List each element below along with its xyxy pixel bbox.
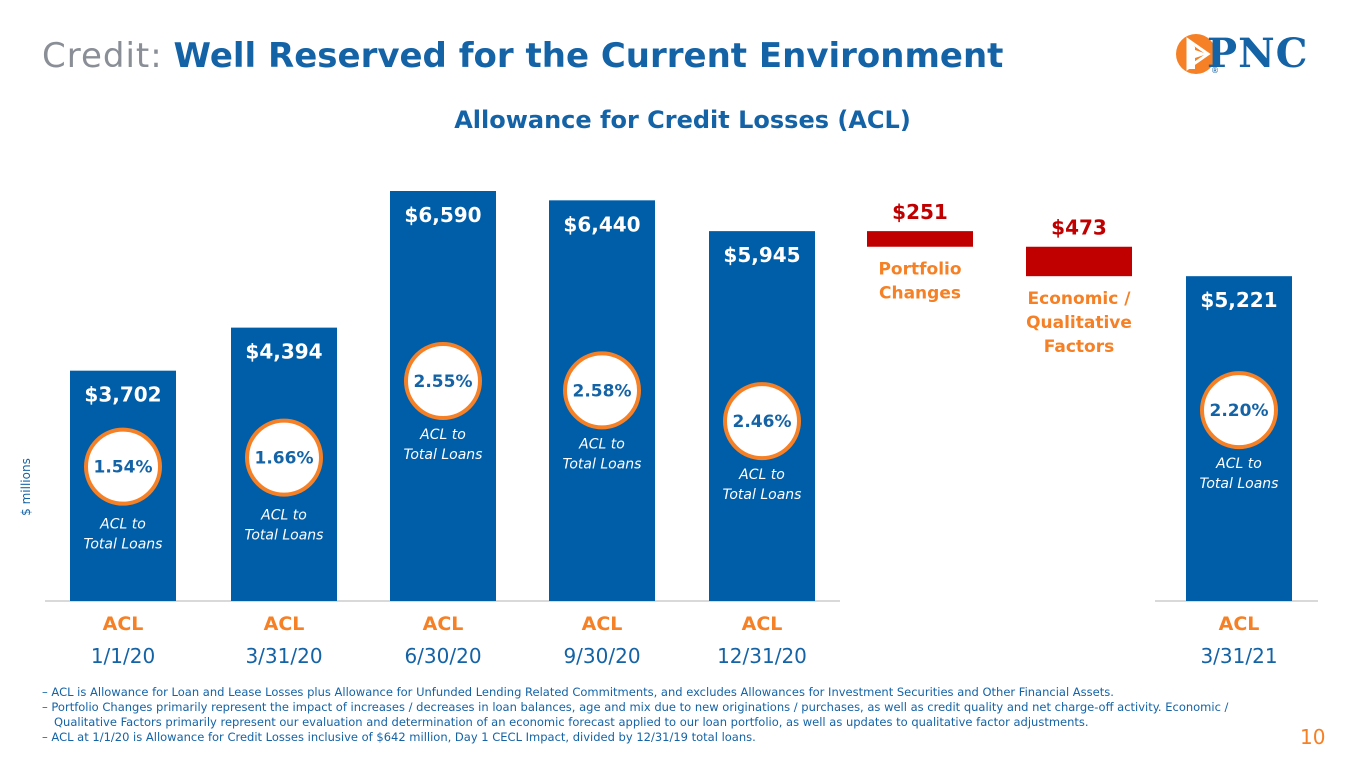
ratio-caption-7-1: Total Loans [1200,476,1279,492]
x-tick-date-1: 3/31/20 [245,644,322,668]
bar-value-label-2: $6,590 [404,203,481,227]
bar-value-label-0: $3,702 [84,383,161,407]
x-tick-label-1: ACL [264,613,305,635]
ratio-circle-3 [563,351,641,430]
x-tick-date-2: 6/30/20 [404,644,481,668]
footnote-3: – ACL at 1/1/20 is Allowance for Credit … [42,730,756,744]
ratio-circle-1 [245,418,323,497]
footnote-2: – Portfolio Changes primarily represent … [42,700,1229,729]
x-tick-date-7: 3/31/21 [1200,644,1277,668]
ratio-value-2: 2.55% [414,372,473,392]
bar-caption-6-2: Factors [1044,337,1114,357]
ratio-caption-0-1: Total Loans [84,537,163,553]
bar-caption-6-0: Economic / [1028,289,1132,309]
title-prefix: Credit: [42,36,163,76]
ratio-value-3: 2.58% [573,381,632,401]
ratio-caption-4-1: Total Loans [723,487,802,503]
bar-value-label-7: $5,221 [1200,288,1277,312]
y-axis-label: $ millions [19,458,33,516]
acl-waterfall-chart: $3,702 1.54% ACL to Total Loans $4,394 1.66% A… [45,191,1318,668]
title-main: Well Reserved for the Current Environmen… [173,36,1004,76]
bar-6 [1026,246,1132,277]
x-tick-label-2: ACL [423,613,464,635]
ratio-value-0: 1.54% [94,458,153,478]
ratio-circle-2 [404,342,482,420]
ratio-caption-1-1: Total Loans [245,528,324,544]
ratio-caption-2-1: Total Loans [404,447,483,463]
ratio-caption-4-0: ACL to [738,467,785,483]
x-tick-label-4: ACL [742,613,783,635]
x-tick-label-0: ACL [103,613,144,635]
x-tick-label-7: ACL [1219,613,1260,635]
ratio-value-1: 1.66% [255,449,314,469]
x-tick-date-0: 1/1/20 [91,644,155,668]
page-number: 10 [1300,725,1326,749]
x-tick-date-3: 9/30/20 [563,644,640,668]
footnotes: – ACL is Allowance for Loan and Lease Lo… [42,685,1282,745]
logo-registered-mark: ® [1211,66,1219,75]
pnc-logo-icon [1176,34,1216,74]
bar-value-label-6: $473 [1051,216,1107,240]
ratio-circle-4 [723,382,801,461]
ratio-caption-2-0: ACL to [419,427,466,443]
footnote-1: – ACL is Allowance for Loan and Lease Lo… [42,685,1114,699]
x-tick-date-4: 12/31/20 [717,644,807,668]
ratio-value-7: 2.20% [1210,401,1269,421]
ratio-caption-3-1: Total Loans [563,456,642,472]
bar-value-label-3: $6,440 [563,212,640,236]
bar-value-label-4: $5,945 [723,243,800,267]
bar-caption-5-1: Changes [879,284,961,304]
chart-title: Allowance for Credit Losses (ACL) [454,106,911,134]
ratio-caption-0-0: ACL to [99,517,146,533]
ratio-caption-7-0: ACL to [1215,456,1262,472]
logo-wordmark: PNC [1207,30,1309,77]
x-tick-label-3: ACL [582,613,623,635]
ratio-value-4: 2.46% [733,412,792,432]
bar-value-label-1: $4,394 [245,340,322,364]
ratio-circle-0 [84,427,162,506]
bar-caption-5-0: Portfolio [878,260,961,280]
ratio-circle-7 [1200,371,1278,450]
ratio-caption-3-0: ACL to [578,436,625,452]
page-title: Credit: Well Reserved for the Current En… [42,34,1003,78]
bar-5 [867,231,973,247]
ratio-caption-1-0: ACL to [260,508,307,524]
bar-caption-6-1: Qualitative [1026,313,1132,333]
bar-value-label-5: $251 [892,200,948,224]
